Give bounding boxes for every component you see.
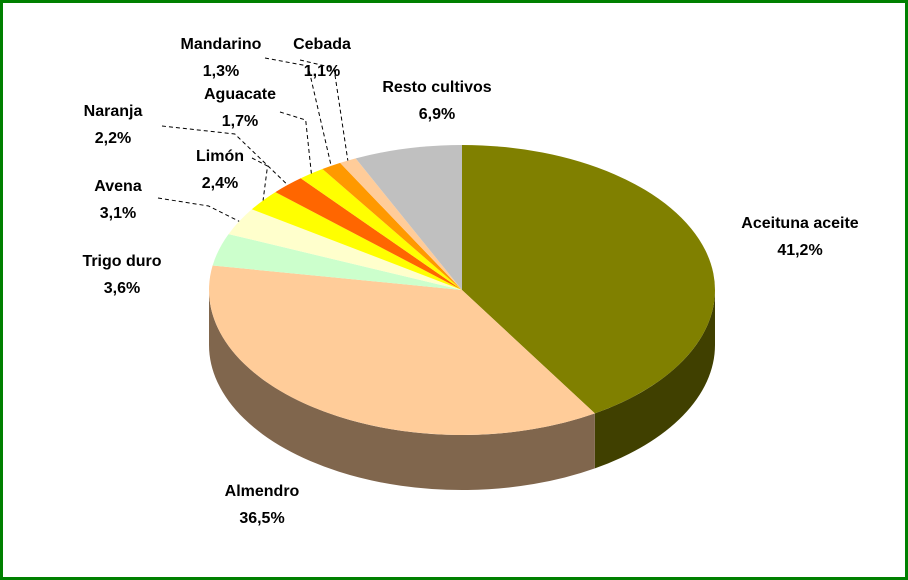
pie-slice [340,158,462,290]
slice-value-label: 36,5% [239,510,284,527]
slice-label: Avena [94,178,142,195]
slice-label: Almendro [225,483,300,500]
slice-label: Trigo duro [82,253,161,270]
slice-value-label: 3,6% [104,280,140,297]
slice-label: Limón [196,148,244,165]
pie-slice [212,234,462,290]
slice-label: Cebada [293,36,351,53]
slice-label: Naranja [84,103,143,120]
pie-slice [275,178,462,290]
leader-line [279,111,312,174]
pie-slice-side [594,290,715,469]
pie-slice [322,162,462,290]
slice-value-label: 2,2% [95,130,131,147]
slice-value-label: 41,2% [777,242,822,259]
slice-value-label: 1,7% [222,113,258,130]
slice-label: Aguacate [204,86,276,103]
slice-label: Aceituna aceite [741,215,858,232]
slice-value-label: 1,1% [304,63,340,80]
pie-slice [355,145,462,290]
pie-slice [208,265,595,435]
slice-label: Resto cultivos [382,79,491,96]
pie-slice [462,145,715,414]
slice-value-label: 2,4% [202,175,238,192]
slice-label: Mandarino [181,36,262,53]
pie-slice [228,209,462,290]
leader-line [161,125,289,186]
slice-value-label: 3,1% [100,205,136,222]
pie-slice [300,169,462,290]
slice-value-label: 1,3% [203,63,239,80]
pie-slice [251,192,462,290]
pie-slice-side [209,290,595,491]
leader-line [157,197,240,222]
leader-line [264,57,332,167]
slice-value-label: 6,9% [419,106,455,123]
